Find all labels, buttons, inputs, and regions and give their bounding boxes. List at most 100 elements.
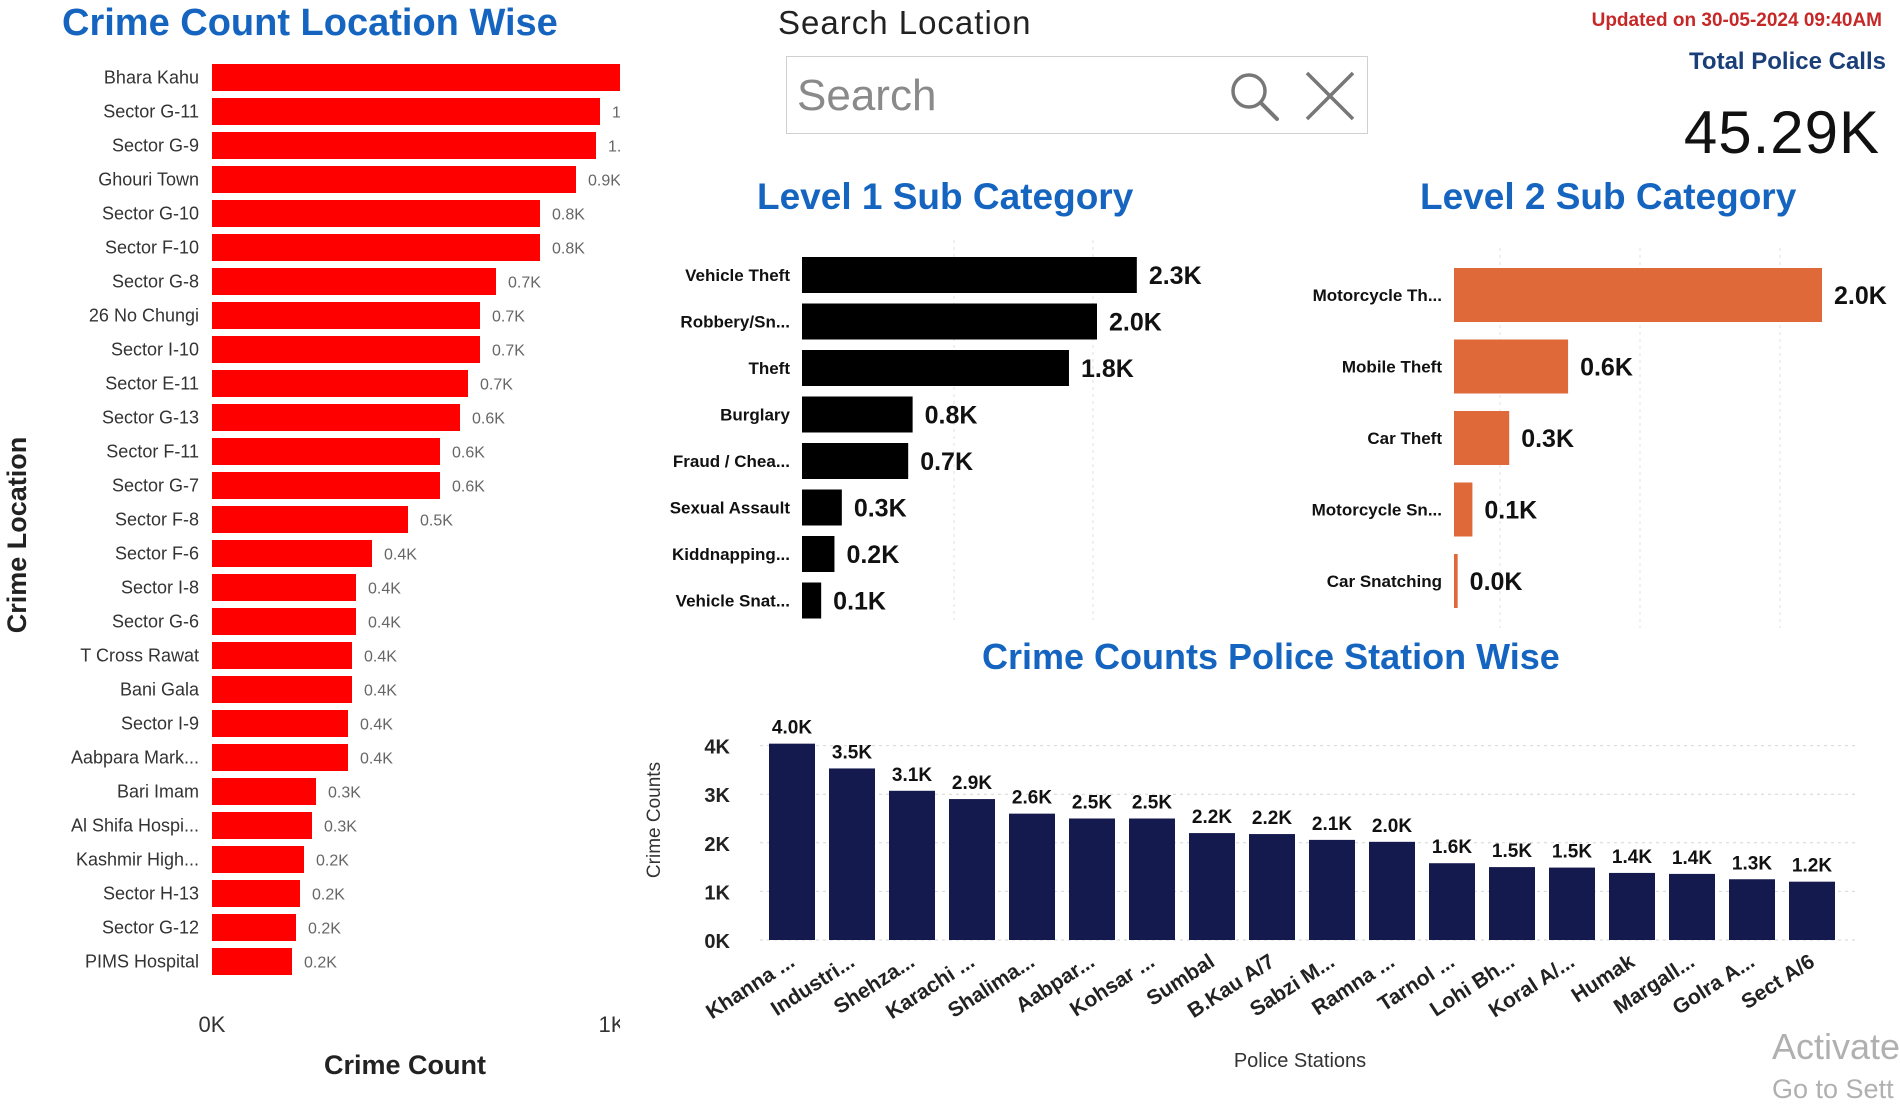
station-bar (1189, 833, 1235, 940)
station-data-label: 4.0K (772, 718, 812, 739)
close-icon[interactable] (1303, 69, 1357, 128)
location-data-label: 0.4K (360, 751, 393, 768)
location-data-label: 0.2K (316, 853, 349, 870)
station-data-label: 2.5K (1072, 793, 1112, 814)
search-icon[interactable] (1227, 69, 1283, 128)
location-data-label: 0.2K (304, 955, 337, 972)
level2-category-label: Car Theft (1367, 429, 1442, 448)
station-bar (1549, 867, 1595, 940)
location-category-label: Sector G-10 (102, 204, 199, 224)
level2-bar (1454, 482, 1473, 537)
level1-bar (802, 350, 1069, 386)
station-data-label: 2.9K (952, 773, 992, 794)
location-category-label: Sector F-8 (115, 510, 199, 530)
station-bar (1309, 839, 1355, 940)
location-bar (212, 166, 576, 193)
location-bar (212, 778, 316, 805)
location-data-label: 0.9K (588, 173, 620, 190)
station-data-label: 1.3K (1732, 853, 1772, 874)
level1-category-label: Theft (748, 359, 790, 378)
station-bar (889, 790, 935, 940)
station-data-label: 2.0K (1372, 816, 1412, 837)
location-category-label: Sector I-9 (121, 714, 199, 734)
level2-category-label: Car Snatching (1327, 572, 1442, 591)
location-bar (212, 336, 480, 363)
location-x-tick-label: 1K (599, 1012, 620, 1037)
station-data-label: 1.5K (1492, 841, 1532, 862)
station-bar (1429, 863, 1475, 940)
level1-data-label: 2.3K (1149, 262, 1202, 290)
level1-bar (802, 396, 913, 433)
location-data-label: 0.6K (452, 445, 485, 462)
level1-data-label: 0.3K (854, 495, 907, 523)
location-x-tick-label: 0K (199, 1012, 226, 1037)
station-y-tick-label: 1K (704, 882, 730, 904)
level2-category-label: Motorcycle Sn... (1312, 501, 1442, 520)
location-bar (212, 438, 440, 465)
location-y-axis-title: Crime Location (2, 437, 32, 634)
location-category-label: Sector G-12 (102, 918, 199, 938)
level2-data-label: 0.3K (1521, 425, 1574, 453)
location-bar (212, 370, 468, 397)
watermark-line1: Activate (1772, 1026, 1900, 1067)
level2-category-label: Motorcycle Th... (1313, 286, 1442, 305)
location-data-label: 1.0K (612, 105, 620, 122)
search-input[interactable] (795, 67, 1199, 125)
location-data-label: 0.4K (360, 717, 393, 734)
station-y-tick-label: 4K (704, 737, 730, 759)
station-bar (1669, 873, 1715, 940)
police-station-chart-title: Crime Counts Police Station Wise (982, 636, 1560, 677)
level1-bar (802, 582, 822, 619)
location-category-label: Sector E-11 (105, 374, 199, 394)
location-bar (212, 200, 540, 227)
station-y-tick-label: 0K (704, 931, 730, 953)
location-bar (212, 472, 440, 499)
location-category-label: PIMS Hospital (85, 952, 199, 972)
location-category-label: Kashmir High... (76, 850, 199, 870)
level1-data-label: 0.7K (920, 448, 973, 476)
location-data-label: 0.7K (492, 309, 525, 326)
location-category-label: Bari Imam (117, 782, 199, 802)
location-bar (212, 268, 496, 295)
location-bar (212, 948, 292, 975)
station-bar (829, 768, 875, 940)
location-bar (212, 914, 296, 941)
location-category-label: Bhara Kahu (104, 68, 199, 88)
location-bar (212, 880, 300, 907)
level1-bar-chart: Vehicle Theft 2.3K Robbery/Sn... 2.0K Theft 1… (670, 240, 1202, 620)
location-bar (212, 404, 460, 431)
location-bar (212, 64, 620, 91)
location-bar (212, 574, 356, 601)
location-bar (212, 846, 304, 873)
level2-category-label: Mobile Theft (1342, 358, 1442, 377)
location-data-label: 0.8K (552, 207, 585, 224)
location-category-label: Sector I-10 (111, 340, 199, 360)
location-bar (212, 676, 352, 703)
level1-data-label: 0.1K (833, 588, 886, 616)
location-data-label: 0.4K (368, 615, 401, 632)
station-data-label: 1.6K (1432, 837, 1472, 858)
location-bar (212, 234, 540, 261)
level1-category-label: Robbery/Sn... (680, 313, 790, 332)
location-data-label: 0.7K (480, 377, 513, 394)
location-category-label: Sector G-8 (112, 272, 199, 292)
level1-data-label: 1.8K (1081, 355, 1134, 383)
level2-chart-title: Level 2 Sub Category (1420, 176, 1797, 217)
level2-bar (1454, 268, 1822, 322)
location-data-label: 0.6K (452, 479, 485, 496)
activation-watermark: Activate Go to Sett (1772, 1026, 1900, 1110)
station-data-label: 2.2K (1252, 808, 1292, 829)
location-data-label: 0.3K (324, 819, 357, 836)
location-x-axis-title: Crime Count (324, 1050, 486, 1080)
level1-bar (802, 257, 1137, 293)
level2-data-label: 0.6K (1580, 354, 1633, 382)
location-data-label: 0.4K (364, 683, 397, 700)
location-category-label: Sector I-8 (121, 578, 199, 598)
station-data-label: 3.5K (832, 742, 872, 763)
search-location-label: Search Location (778, 4, 1032, 41)
level2-data-label: 0.0K (1470, 568, 1523, 596)
location-bar (212, 506, 408, 533)
location-bar (212, 710, 348, 737)
station-data-label: 2.6K (1012, 788, 1052, 809)
location-category-label: Sector G-13 (102, 408, 199, 428)
